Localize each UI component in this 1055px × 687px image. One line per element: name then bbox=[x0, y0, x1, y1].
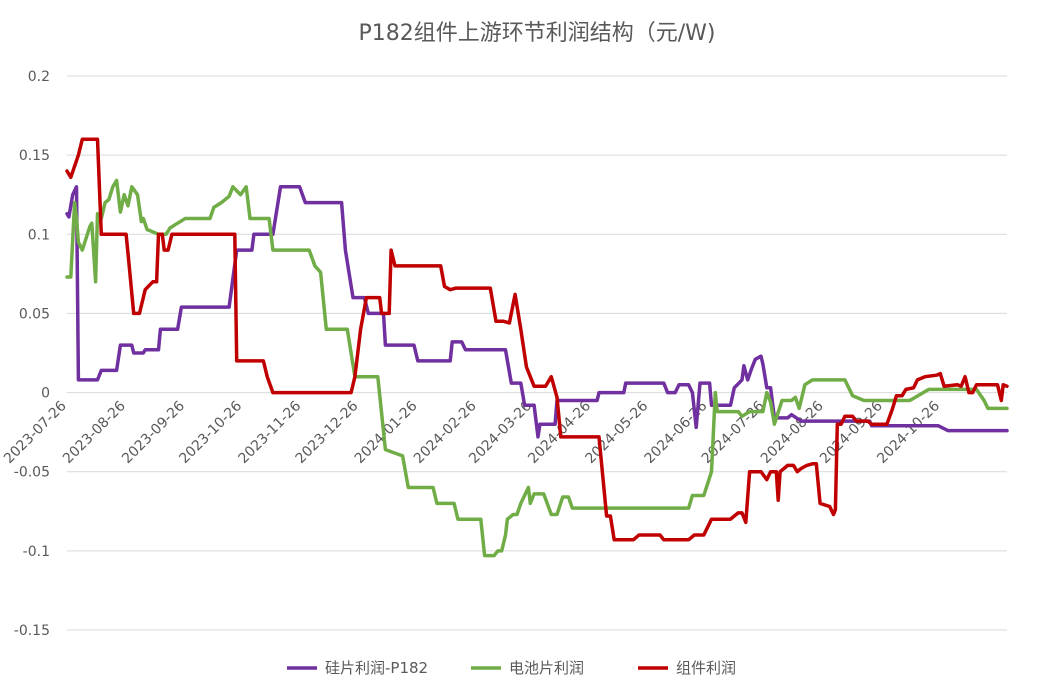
y-tick-label: -0.1 bbox=[23, 544, 50, 560]
legend-label: 组件利润 bbox=[676, 659, 736, 677]
series-line-2 bbox=[65, 178, 1009, 558]
x-tick-label: 2023-07-26 bbox=[1, 398, 70, 467]
y-tick-label: 0.15 bbox=[19, 148, 50, 164]
series-lines bbox=[65, 137, 1009, 558]
y-tick-label: 0.2 bbox=[28, 69, 50, 85]
y-axis-ticks: 0.2 0.15 0.1 0.05 0 -0.05 -0.1 -0.15 bbox=[14, 69, 50, 639]
legend-label: 硅片利润-P182 bbox=[325, 659, 428, 677]
series-line-1 bbox=[65, 185, 1009, 439]
y-tick-label: 0.05 bbox=[19, 306, 50, 322]
x-axis-ticks: 2023-07-262023-08-262023-09-262023-10-26… bbox=[1, 398, 943, 467]
series-line-3 bbox=[65, 137, 1009, 542]
legend: 硅片利润-P182 电池片利润 组件利润 bbox=[287, 659, 736, 677]
legend-label: 电池片利润 bbox=[509, 659, 584, 677]
y-tick-label: -0.15 bbox=[14, 623, 50, 639]
chart-title: P182组件上游环节利润结构（元/W) bbox=[358, 21, 715, 46]
x-tick-label: 2023-08-26 bbox=[60, 398, 129, 467]
y-tick-label: -0.05 bbox=[14, 465, 50, 481]
y-tick-label: 0 bbox=[41, 386, 50, 402]
y-tick-label: 0.1 bbox=[28, 227, 50, 243]
x-tick-label: 2024-01-26 bbox=[352, 398, 421, 467]
gridlines bbox=[67, 75, 1007, 631]
x-tick-label: 2024-08-26 bbox=[758, 398, 827, 467]
